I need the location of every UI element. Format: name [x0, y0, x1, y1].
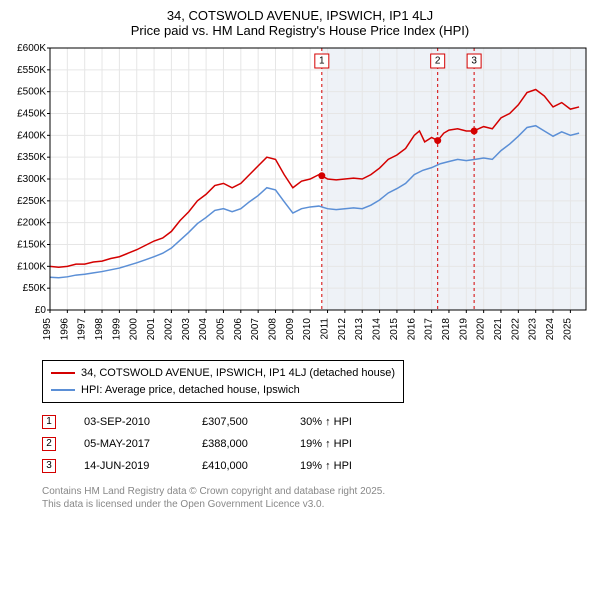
svg-text:2003: 2003: [181, 318, 192, 341]
transaction-row: 1 03-SEP-2010 £307,500 30% ↑ HPI: [42, 411, 592, 433]
svg-text:2025: 2025: [562, 318, 573, 341]
transaction-marker-icon: 2: [42, 437, 56, 451]
transaction-pct: 19% ↑ HPI: [300, 433, 380, 455]
footer-attribution: Contains HM Land Registry data © Crown c…: [42, 485, 592, 511]
transaction-row: 3 14-JUN-2019 £410,000 19% ↑ HPI: [42, 455, 592, 477]
svg-text:£100K: £100K: [17, 261, 46, 272]
transaction-table: 1 03-SEP-2010 £307,500 30% ↑ HPI 2 05-MA…: [42, 411, 592, 477]
transaction-price: £410,000: [202, 455, 272, 477]
legend: 34, COTSWOLD AVENUE, IPSWICH, IP1 4LJ (d…: [42, 360, 404, 403]
transaction-price: £307,500: [202, 411, 272, 433]
svg-text:2000: 2000: [129, 318, 140, 341]
transaction-date: 05-MAY-2017: [84, 433, 174, 455]
svg-text:2008: 2008: [268, 318, 279, 341]
svg-text:3: 3: [471, 56, 477, 67]
legend-label: 34, COTSWOLD AVENUE, IPSWICH, IP1 4LJ (d…: [81, 365, 395, 382]
svg-text:2016: 2016: [406, 318, 417, 341]
svg-text:£600K: £600K: [17, 44, 46, 54]
chart-area: 1 2 3 £0 £50K £100K £150K £200K £250K £300K £350K £…: [8, 44, 592, 354]
svg-text:£50K: £50K: [23, 283, 47, 294]
title-line1: 34, COTSWOLD AVENUE, IPSWICH, IP1 4LJ: [0, 8, 600, 23]
svg-text:2002: 2002: [163, 318, 174, 341]
legend-swatch: [51, 372, 75, 374]
transaction-pct: 19% ↑ HPI: [300, 455, 380, 477]
svg-text:1995: 1995: [42, 318, 53, 341]
svg-text:2017: 2017: [424, 318, 435, 341]
svg-text:2015: 2015: [389, 318, 400, 341]
svg-text:2022: 2022: [510, 318, 521, 341]
svg-text:1996: 1996: [59, 318, 70, 341]
svg-text:2013: 2013: [354, 318, 365, 341]
svg-text:£250K: £250K: [17, 196, 46, 207]
svg-text:£500K: £500K: [17, 87, 46, 98]
svg-text:2024: 2024: [545, 318, 556, 341]
footer-line1: Contains HM Land Registry data © Crown c…: [42, 485, 592, 498]
transaction-row: 2 05-MAY-2017 £388,000 19% ↑ HPI: [42, 433, 592, 455]
svg-text:1999: 1999: [111, 318, 122, 341]
svg-text:£0: £0: [35, 305, 47, 316]
legend-label: HPI: Average price, detached house, Ipsw…: [81, 382, 300, 399]
svg-text:£150K: £150K: [17, 240, 46, 251]
svg-text:£200K: £200K: [17, 218, 46, 229]
svg-text:2009: 2009: [285, 318, 296, 341]
svg-text:2018: 2018: [441, 318, 452, 341]
svg-text:1998: 1998: [94, 318, 105, 341]
svg-text:£400K: £400K: [17, 130, 46, 141]
svg-text:2004: 2004: [198, 318, 209, 341]
svg-text:2007: 2007: [250, 318, 261, 341]
title-line2: Price paid vs. HM Land Registry's House …: [0, 23, 600, 38]
svg-text:£550K: £550K: [17, 65, 46, 76]
transaction-date: 14-JUN-2019: [84, 455, 174, 477]
svg-text:2005: 2005: [215, 318, 226, 341]
svg-text:2006: 2006: [233, 318, 244, 341]
svg-text:2: 2: [435, 56, 441, 67]
svg-text:2021: 2021: [493, 318, 504, 341]
svg-text:2014: 2014: [372, 318, 383, 341]
svg-text:1997: 1997: [77, 318, 88, 341]
svg-text:2011: 2011: [320, 318, 331, 340]
svg-text:2001: 2001: [146, 318, 157, 341]
svg-text:£450K: £450K: [17, 109, 46, 120]
transaction-price: £388,000: [202, 433, 272, 455]
transaction-marker-icon: 3: [42, 459, 56, 473]
svg-text:£350K: £350K: [17, 152, 46, 163]
transaction-marker-icon: 1: [42, 415, 56, 429]
svg-text:1: 1: [319, 56, 325, 67]
legend-item: 34, COTSWOLD AVENUE, IPSWICH, IP1 4LJ (d…: [51, 365, 395, 382]
footer-line2: This data is licensed under the Open Gov…: [42, 498, 592, 511]
transaction-pct: 30% ↑ HPI: [300, 411, 380, 433]
svg-text:2019: 2019: [458, 318, 469, 341]
svg-text:£300K: £300K: [17, 174, 46, 185]
svg-text:2012: 2012: [337, 318, 348, 341]
legend-swatch: [51, 389, 75, 391]
transaction-date: 03-SEP-2010: [84, 411, 174, 433]
svg-text:2020: 2020: [476, 318, 487, 341]
svg-text:2010: 2010: [302, 318, 313, 341]
chart-title: 34, COTSWOLD AVENUE, IPSWICH, IP1 4LJ Pr…: [0, 0, 600, 40]
svg-text:2023: 2023: [528, 318, 539, 341]
line-chart: 1 2 3 £0 £50K £100K £150K £200K £250K £300K £350K £…: [8, 44, 592, 354]
legend-item: HPI: Average price, detached house, Ipsw…: [51, 382, 395, 399]
